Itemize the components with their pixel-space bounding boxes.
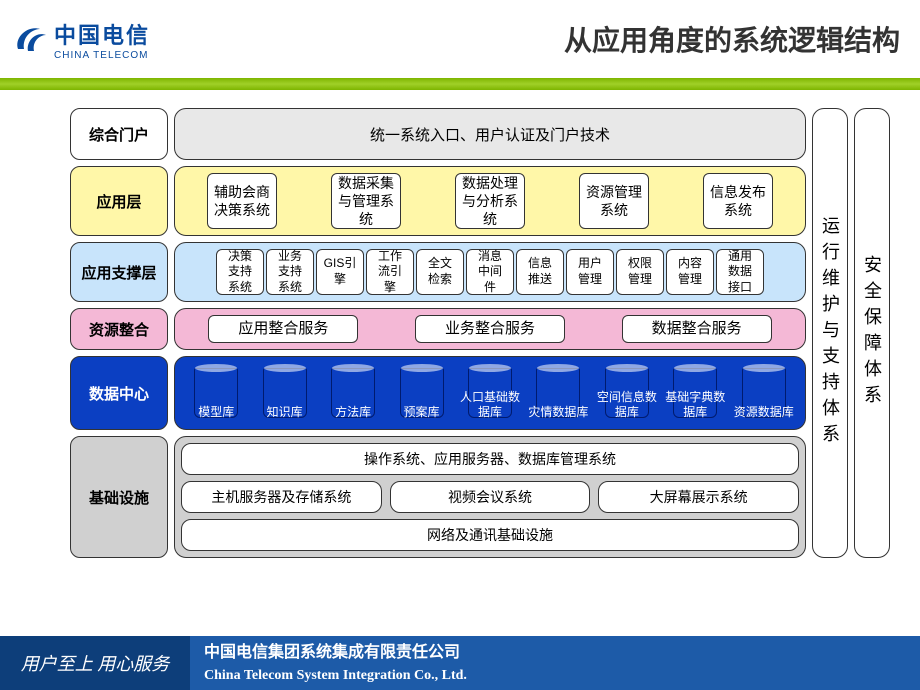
support-module: 权限管理	[616, 249, 664, 295]
app-module: 辅助会商决策系统	[207, 173, 277, 229]
footer-company-cn: 中国电信集团系统集成有限责任公司	[204, 641, 467, 665]
support-module: 工作流引擎	[366, 249, 414, 295]
layer-body-infra: 操作系统、应用服务器、数据库管理系统主机服务器及存储系统视频会议系统大屏幕展示系…	[174, 436, 806, 558]
infra-module: 大屏幕展示系统	[598, 481, 799, 513]
side-label-security: 安全保障体系	[854, 108, 890, 558]
layer-label-support: 应用支撑层	[70, 242, 168, 302]
layer-data: 数据中心模型库知识库方法库预案库人口基础数据库灾情数据库空间信息数据库基础字典数…	[70, 356, 806, 430]
resource-service: 数据整合服务	[622, 315, 772, 343]
support-module: 信息推送	[516, 249, 564, 295]
layer-app: 应用层辅助会商决策系统数据采集与管理系统数据处理与分析系统资源管理系统信息发布系…	[70, 166, 806, 236]
infra-line: 网络及通讯基础设施	[181, 519, 799, 551]
infra-module: 视频会议系统	[390, 481, 591, 513]
logo-text-cn: 中国电信	[54, 18, 150, 50]
support-module: 全文检索	[416, 249, 464, 295]
infra-line: 操作系统、应用服务器、数据库管理系统	[181, 443, 799, 475]
database-icon: 模型库	[184, 363, 248, 423]
database-icon: 人口基础数据库	[458, 363, 522, 423]
infra-stack: 操作系统、应用服务器、数据库管理系统主机服务器及存储系统视频会议系统大屏幕展示系…	[181, 443, 799, 551]
support-module: 通用数据接口	[716, 249, 764, 295]
infra-module: 主机服务器及存储系统	[181, 481, 382, 513]
footer: 用户至上 用心服务 中国电信集团系统集成有限责任公司 China Telecom…	[0, 636, 920, 690]
layer-label-portal: 综合门户	[70, 108, 168, 160]
layer-infra: 基础设施操作系统、应用服务器、数据库管理系统主机服务器及存储系统视频会议系统大屏…	[70, 436, 806, 558]
layer-label-resource: 资源整合	[70, 308, 168, 350]
footer-text: 中国电信集团系统集成有限责任公司 China Telecom System In…	[190, 641, 467, 686]
layer-label-app: 应用层	[70, 166, 168, 236]
layer-body-support: 决策支持系统业务支持系统GIS引擎工作流引擎全文检索消息中间件信息推送用户管理权…	[174, 242, 806, 302]
infra-module: 操作系统、应用服务器、数据库管理系统	[181, 443, 799, 475]
side-column-security: 安全保障体系	[854, 108, 890, 558]
layer-label-infra: 基础设施	[70, 436, 168, 558]
database-icon: 空间信息数据库	[595, 363, 659, 423]
database-icon: 预案库	[390, 363, 454, 423]
app-module: 资源管理系统	[579, 173, 649, 229]
logo-text-en: CHINA TELECOM	[54, 50, 150, 61]
layer-label-data: 数据中心	[70, 356, 168, 430]
support-module: 消息中间件	[466, 249, 514, 295]
side-label-ops: 运行维护与支持体系	[812, 108, 848, 558]
footer-company-en: China Telecom System Integration Co., Lt…	[204, 665, 467, 686]
database-icon: 方法库	[321, 363, 385, 423]
infra-line: 主机服务器及存储系统视频会议系统大屏幕展示系统	[181, 481, 799, 513]
logo-icon	[10, 19, 50, 59]
app-module: 信息发布系统	[703, 173, 773, 229]
infra-module: 网络及通讯基础设施	[181, 519, 799, 551]
database-icon: 基础字典数据库	[663, 363, 727, 423]
layer-body-resource: 应用整合服务 业务整合服务 数据整合服务	[174, 308, 806, 350]
support-module: 用户管理	[566, 249, 614, 295]
logo: 中国电信 CHINA TELECOM	[10, 18, 150, 61]
app-module: 数据处理与分析系统	[455, 173, 525, 229]
database-icon: 资源数据库	[732, 363, 796, 423]
support-module: 内容管理	[666, 249, 714, 295]
layer-resource: 资源整合 应用整合服务 业务整合服务 数据整合服务	[70, 308, 806, 350]
app-module: 数据采集与管理系统	[331, 173, 401, 229]
resource-service: 业务整合服务	[415, 315, 565, 343]
database-icon: 知识库	[253, 363, 317, 423]
layer-portal: 综合门户统一系统入口、用户认证及门户技术	[70, 108, 806, 160]
side-column-ops: 运行维护与支持体系	[812, 108, 848, 558]
layer-body-portal: 统一系统入口、用户认证及门户技术	[174, 108, 806, 160]
layer-support: 应用支撑层决策支持系统业务支持系统GIS引擎工作流引擎全文检索消息中间件信息推送…	[70, 242, 806, 302]
header: 中国电信 CHINA TELECOM 从应用角度的系统逻辑结构	[0, 0, 920, 78]
layer-body-data: 模型库知识库方法库预案库人口基础数据库灾情数据库空间信息数据库基础字典数据库资源…	[174, 356, 806, 430]
page-title: 从应用角度的系统逻辑结构	[150, 19, 900, 59]
layer-body-app: 辅助会商决策系统数据采集与管理系统数据处理与分析系统资源管理系统信息发布系统	[174, 166, 806, 236]
main-layers-column: 综合门户统一系统入口、用户认证及门户技术应用层辅助会商决策系统数据采集与管理系统…	[70, 108, 806, 558]
support-module: 决策支持系统	[216, 249, 264, 295]
footer-slogan: 用户至上 用心服务	[0, 636, 190, 690]
database-icon: 灾情数据库	[526, 363, 590, 423]
support-module: 业务支持系统	[266, 249, 314, 295]
resource-service: 应用整合服务	[208, 315, 358, 343]
support-module: GIS引擎	[316, 249, 364, 295]
separator-bar	[0, 78, 920, 90]
architecture-diagram: 综合门户统一系统入口、用户认证及门户技术应用层辅助会商决策系统数据采集与管理系统…	[0, 98, 920, 558]
